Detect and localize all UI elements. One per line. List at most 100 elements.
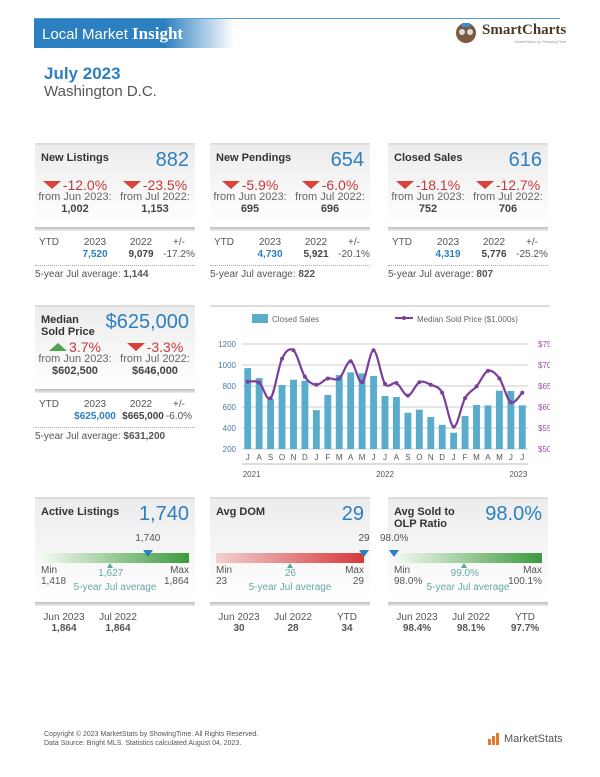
median-price-point	[268, 396, 273, 401]
legend-closed-sales: Closed Sales	[272, 315, 319, 324]
bottom-stat: Jul 2022 28	[274, 612, 312, 634]
x-tick-label: O	[279, 453, 285, 462]
change-chg2: -12.7% from Jul 2022: 706	[468, 178, 548, 215]
median-price-point	[474, 384, 479, 389]
bar-closed-sales	[324, 394, 332, 449]
median-price-point	[417, 380, 422, 385]
x-tick-label: F	[325, 453, 330, 462]
footer-text: Copyright © 2023 MarketStats by ShowingT…	[44, 730, 258, 748]
median-price-point	[485, 368, 490, 373]
right-tick-label: $650	[538, 382, 550, 391]
metric-value: $625,000	[105, 311, 189, 333]
bottom-stats: Jun 2023 1,864 Jul 2022 1,864	[35, 606, 195, 638]
x-tick-label: M	[359, 453, 366, 462]
bar-closed-sales	[484, 405, 492, 449]
dotted-divider	[388, 265, 548, 266]
median-price-point	[325, 376, 330, 381]
right-tick-label: $700	[538, 361, 550, 370]
gauge-title: Avg DOM	[216, 506, 266, 518]
median-price-point	[463, 396, 468, 401]
arrow-down-icon	[122, 181, 141, 189]
bar-closed-sales	[312, 410, 320, 449]
median-price-point	[245, 379, 250, 384]
closed-sales-price-chart: 1200 $750 1000 $700 800 $650 600 $600 400 $550 200…	[218, 314, 556, 479]
median-price-point	[451, 424, 456, 429]
bar-closed-sales	[393, 397, 400, 449]
metric-panel: New Listings 882 -12.0% from Jun 2023: 1…	[35, 143, 195, 280]
change-chg1: 3.7% from Jun 2023: $602,500	[35, 340, 115, 377]
bar-closed-sales	[507, 391, 515, 449]
metric-value: 616	[508, 149, 542, 171]
x-tick-label: N	[291, 453, 297, 462]
x-tick-label: M	[336, 453, 343, 462]
bottom-stat: YTD 34	[337, 612, 357, 634]
gauge-value: 98.0%	[485, 503, 542, 525]
bar-closed-sales	[244, 368, 252, 449]
metric-value: 882	[155, 149, 189, 171]
x-tick-label: D	[302, 453, 308, 462]
left-tick-label: 800	[223, 382, 237, 391]
median-price-point	[337, 376, 342, 381]
average-marker-icon	[107, 563, 114, 568]
divider	[35, 227, 195, 231]
x-tick-label: J	[452, 453, 456, 462]
average-marker-icon	[287, 563, 293, 568]
median-price-point	[508, 400, 513, 405]
divider	[210, 602, 370, 606]
current-marker-icon	[389, 550, 399, 557]
bottom-stats: Jun 2023 30 Jul 2022 28 YTD 34	[210, 606, 370, 638]
five-year-average: 5-year Jul average: 822	[210, 269, 316, 280]
bar-closed-sales	[267, 399, 275, 449]
right-tick-label: $550	[538, 424, 550, 433]
median-price-point	[348, 359, 353, 364]
left-tick-label: 600	[223, 403, 237, 412]
data-source: Data Source: Bright MLS. Statistics calc…	[44, 740, 242, 747]
change-chg1: -5.9% from Jun 2023: 695	[210, 178, 290, 215]
chart-panel: 1200 $750 1000 $700 800 $650 600 $600 400 $550 200…	[210, 305, 556, 479]
x-tick-label: D	[439, 453, 445, 462]
change-chg1: -12.0% from Jun 2023: 1,002	[35, 178, 115, 215]
arrow-down-icon	[126, 343, 145, 351]
report-location: Washington D.C.	[44, 83, 157, 100]
gauge-value: 1,740	[138, 503, 189, 525]
bar-closed-sales	[335, 374, 343, 449]
bottom-stat: Jun 2023 98.4%	[396, 612, 438, 634]
left-tick-label: 1000	[218, 361, 236, 370]
median-price-point	[497, 376, 502, 381]
x-tick-label: J	[383, 453, 387, 462]
five-year-average: 5-year Jul average: 807	[388, 269, 494, 280]
pct-change: -12.0%	[35, 178, 115, 192]
median-price-point	[520, 390, 525, 395]
gauge-title: Active Listings	[41, 506, 120, 518]
dotted-divider	[35, 265, 195, 266]
bar-closed-sales	[450, 432, 458, 449]
gauge-bar: 29	[216, 533, 370, 568]
median-price-point	[405, 393, 410, 398]
median-price-point	[371, 348, 376, 353]
legend-line-marker	[402, 316, 406, 320]
pct-change: -18.1%	[388, 178, 468, 192]
median-price-point	[383, 381, 387, 386]
gauge-title: Avg Sold to OLP Ratio	[394, 506, 455, 530]
pct-change: -3.3%	[115, 340, 195, 354]
x-tick-label: A	[256, 453, 262, 462]
divider	[35, 389, 195, 393]
metric-title: New Listings	[41, 152, 109, 164]
gauge-value: 29	[341, 503, 364, 525]
marketstats-logo: MarketStats	[488, 733, 563, 745]
metric-title: Median Sold Price	[41, 314, 95, 338]
gauge-bar: 98.0%	[380, 533, 542, 568]
divider	[210, 227, 370, 231]
pct-change: -5.9%	[210, 178, 290, 192]
right-tick-label: $600	[538, 403, 550, 412]
report-month: July 2023	[44, 64, 121, 83]
x-tick-label: M	[496, 453, 503, 462]
median-price-point	[291, 348, 296, 353]
metric-panel: New Pendings 654 -5.9% from Jun 2023: 69…	[210, 143, 370, 280]
metric-panel: Median Sold Price $625,000 3.7% from Jun…	[35, 305, 195, 442]
pct-change: 3.7%	[35, 340, 115, 354]
pct-change: -6.0%	[290, 178, 370, 192]
arrow-down-icon	[42, 181, 61, 189]
arrow-down-icon	[301, 181, 320, 189]
x-tick-label: F	[463, 453, 468, 462]
